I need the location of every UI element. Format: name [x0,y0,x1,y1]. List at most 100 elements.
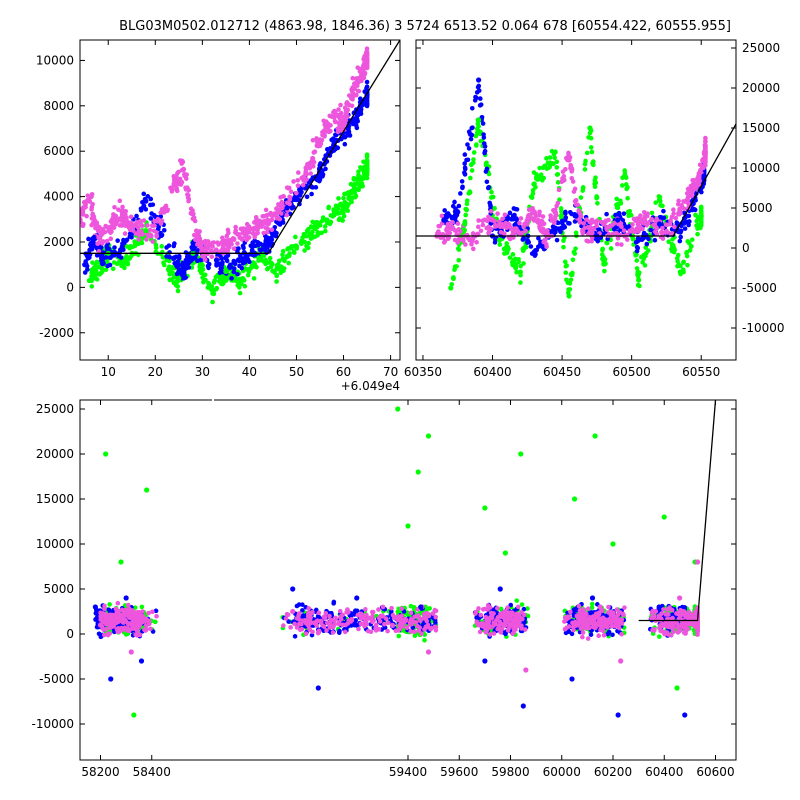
pink-cloud-point [275,209,280,215]
pink-cloud-point [114,217,119,223]
green-data-point [636,277,642,283]
pink-cloud-point [480,218,485,224]
pink-cloud-point [111,225,117,230]
blue-cloud-point [206,261,212,267]
pink-cloud-point [274,216,280,221]
blue-cloud-point [569,631,575,637]
green-cloud-point [602,257,608,262]
green-data-point [531,181,537,187]
blue-data-point [345,125,351,132]
green-cloud-point [274,279,279,284]
green-cloud-point [301,231,307,237]
green-cloud-point [678,263,683,269]
green-cloud-point [422,637,427,643]
pink-cloud-point [184,176,189,181]
blue-data-point [180,268,187,275]
blue-cloud-point [276,220,282,225]
pink-cloud-point [264,229,270,235]
pink-cloud-point [291,179,296,184]
green-cloud-point [625,195,630,201]
blue-cloud-point [252,238,257,243]
green-cloud-point [518,280,523,285]
blue-cloud-point [255,242,261,248]
pink-cloud-point [343,108,349,113]
blue-cloud-point [469,125,475,131]
pink-cloud-point [653,218,659,224]
blue-data-point [171,255,177,261]
blue-data-point [91,234,97,241]
pink-cloud-point [659,229,664,235]
y-tick-label: 15000 [742,121,780,135]
pink-cloud-point [185,193,191,198]
blue-cloud-point [458,191,463,196]
pink-cloud-point [556,187,562,193]
blue-data-point [636,237,642,243]
blue-cloud-point [235,271,240,277]
green-cloud-point [132,605,138,610]
green-cloud-point [564,277,569,283]
green-cloud-point [529,195,535,200]
pink-cloud-point [356,77,361,83]
x-tick-label: 30 [195,365,210,379]
pink-cloud-point [195,240,201,246]
green-cloud-point [538,172,544,178]
green-cloud-point [657,634,662,639]
pink-cloud-point [99,232,105,237]
blue-cloud-point [153,608,159,614]
green-cloud-point [634,252,639,257]
blue-cloud-point [606,629,612,635]
blue-cloud-point [240,243,246,249]
green-cloud-point [202,272,208,278]
green-cloud-point [342,199,348,205]
blue-cloud-point [563,211,568,216]
blue-data-point [119,243,125,250]
pink-cloud-point [651,222,657,227]
green-cloud-point [322,224,328,229]
pink-data-point [195,234,201,241]
blue-cloud-point [105,263,110,269]
pink-series [80,57,370,256]
pink-cloud-point [284,200,290,206]
blue-cloud-point [644,241,650,247]
pink-cloud-point [572,198,578,204]
blue-cloud-point [462,161,467,166]
green-cloud-point [282,258,287,264]
green-cloud-point [567,287,573,292]
pink-cloud-point [139,223,145,228]
pink-cloud-point [192,218,198,224]
blue-cloud-point [316,614,322,620]
pink-cloud-point [449,219,455,225]
blue-cloud-point [313,185,319,190]
pink-cloud-point [671,207,676,213]
pink-data-point [303,171,309,177]
green-data-point [312,225,318,231]
green-cloud-point [263,257,268,263]
green-cloud-point [522,245,527,250]
pink-cloud-point [518,216,524,221]
pink-cloud-point [627,228,633,234]
green-cloud-point [608,246,614,251]
blue-cloud-point [300,602,305,607]
pink-cloud-point [545,228,550,233]
pink-data-point [642,213,649,219]
blue-cloud-point [554,237,560,243]
green-cloud-point [427,606,433,611]
green-data-point [622,173,628,179]
pink-cloud-point [452,237,458,243]
green-cloud-point [161,262,167,268]
blue-cloud-point [164,245,169,250]
green-cloud-point [614,205,620,210]
blue-cloud-point [242,256,248,262]
blue-cloud-point [476,83,482,89]
green-cloud-point [249,263,254,269]
pink-cloud-point [186,198,191,204]
green-cloud-point [591,162,596,168]
pink-cloud-point [312,149,318,154]
blue-cloud-point [569,211,574,217]
pink-cloud-point [190,208,195,213]
green-cloud-point [675,258,680,264]
green-data-point [331,212,337,218]
pink-cloud-point [109,229,114,234]
green-cloud-point [474,143,479,148]
blue-cloud-point [106,607,112,613]
